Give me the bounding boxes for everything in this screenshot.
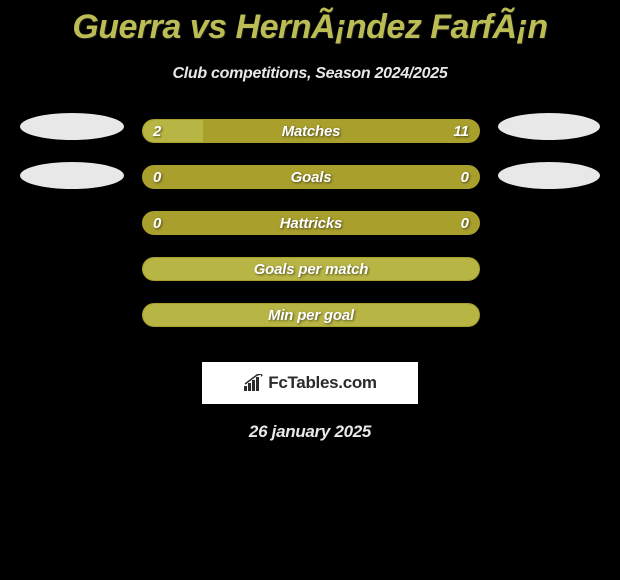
stat-bar: 00Hattricks xyxy=(142,211,480,235)
stat-bar: Goals per match xyxy=(142,257,480,281)
stat-label: Goals xyxy=(143,166,479,188)
stat-bar: 211Matches xyxy=(142,119,480,143)
footer-date: 26 january 2025 xyxy=(0,422,620,442)
left-pill-column xyxy=(20,113,124,336)
player-right-pill xyxy=(498,211,600,238)
player-left-pill xyxy=(20,113,124,140)
player-right-pill xyxy=(498,162,600,189)
right-pill-column xyxy=(498,113,600,336)
player-left-pill xyxy=(20,260,124,287)
stats-area: 211Matches 00Goals 00Hattricks Goals per ma… xyxy=(0,119,620,336)
stat-label: Hattricks xyxy=(143,212,479,234)
stat-bar: Min per goal xyxy=(142,303,480,327)
chart-icon xyxy=(243,374,265,392)
stat-label: Matches xyxy=(143,120,479,142)
stat-bar: 00Goals xyxy=(142,165,480,189)
logo-text: FcTables.com xyxy=(268,373,377,393)
player-left-pill xyxy=(20,309,124,336)
subtitle: Club competitions, Season 2024/2025 xyxy=(0,65,620,83)
stat-label: Goals per match xyxy=(143,258,479,280)
player-right-pill xyxy=(498,309,600,336)
player-right-pill xyxy=(498,113,600,140)
player-left-pill xyxy=(20,162,124,189)
page-title: Guerra vs HernÃ¡ndez FarfÃ¡n xyxy=(0,0,620,47)
logo-box: FcTables.com xyxy=(202,362,418,404)
player-left-pill xyxy=(20,211,124,238)
player-right-pill xyxy=(498,260,600,287)
stat-label: Min per goal xyxy=(143,304,479,326)
stat-rows: 211Matches 00Goals 00Hattricks Goals per ma… xyxy=(142,119,480,327)
